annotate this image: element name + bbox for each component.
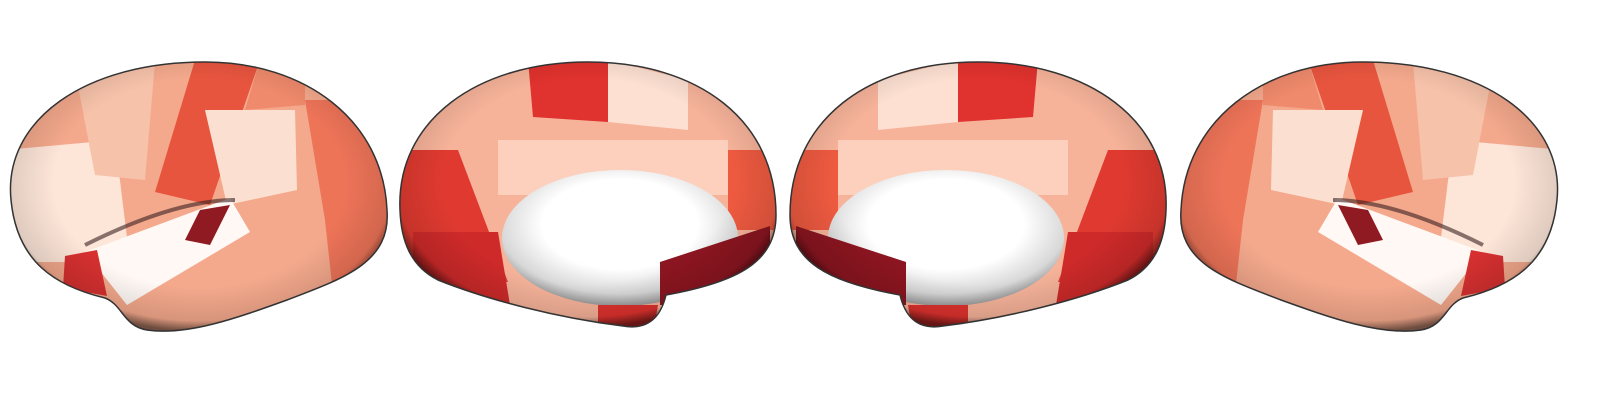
brain-medial-right — [768, 50, 1168, 350]
brain-lateral-right — [1163, 50, 1563, 350]
brain-medial-left — [398, 50, 798, 350]
brain-lateral-left — [5, 50, 405, 350]
